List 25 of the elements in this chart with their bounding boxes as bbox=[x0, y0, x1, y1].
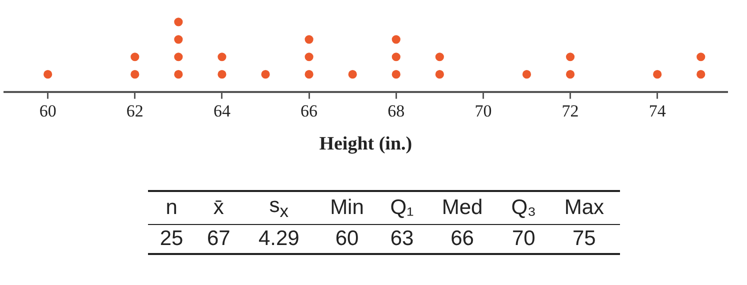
x-tick-label: 68 bbox=[388, 101, 405, 120]
text: Med bbox=[426, 191, 499, 225]
x-tick-label: 64 bbox=[213, 101, 231, 120]
text: 25 bbox=[158, 226, 184, 252]
text: n bbox=[148, 191, 196, 225]
text: Q₃ bbox=[498, 191, 548, 225]
text: 75 bbox=[572, 226, 597, 252]
x-axis-title: Height (in.) bbox=[319, 134, 412, 155]
x-tick-label: 72 bbox=[562, 101, 579, 120]
text: 70 bbox=[510, 226, 536, 252]
x-tick-label: 70 bbox=[474, 101, 492, 120]
x-tick-label: 66 bbox=[300, 101, 318, 120]
text: 60 bbox=[334, 226, 360, 252]
x-tick-label: 60 bbox=[39, 101, 56, 120]
text: s$_{x}$ bbox=[242, 191, 316, 225]
text: x̄ bbox=[195, 191, 242, 225]
x-tick-label: 74 bbox=[648, 101, 666, 120]
x-tick-label: 62 bbox=[126, 101, 144, 120]
text: 63 bbox=[389, 226, 415, 252]
text: Max bbox=[548, 191, 620, 225]
text: 67 bbox=[206, 226, 232, 252]
text: 4.29 bbox=[257, 226, 300, 252]
text: 66 bbox=[450, 226, 475, 252]
text: Min bbox=[316, 191, 378, 225]
text: Q₁ bbox=[378, 191, 426, 225]
